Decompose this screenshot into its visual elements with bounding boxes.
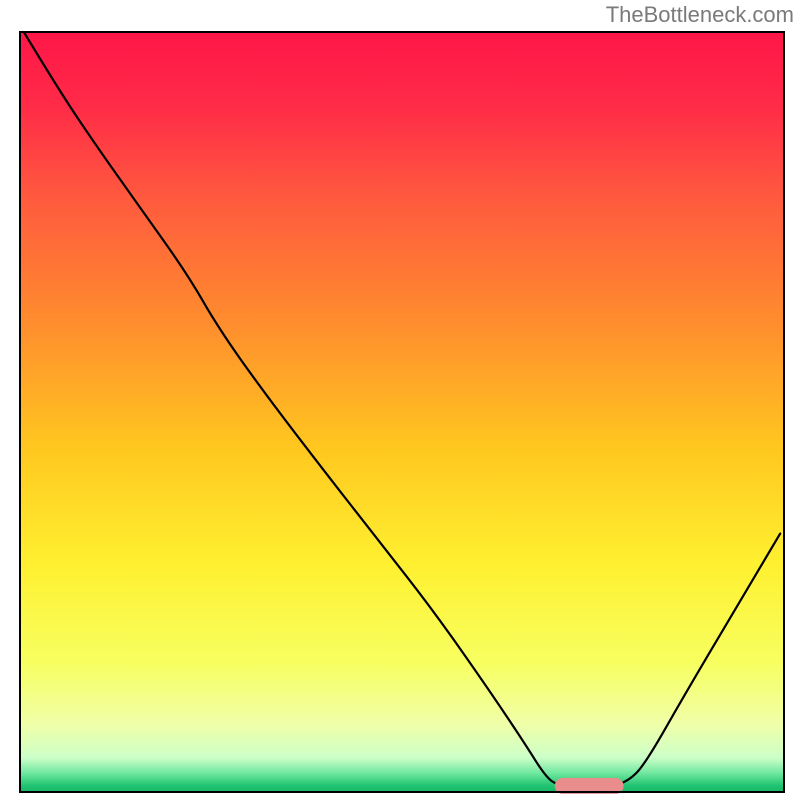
plot-background <box>20 32 784 792</box>
chart-container: TheBottleneck.com <box>0 0 800 800</box>
watermark-text: TheBottleneck.com <box>606 2 794 28</box>
chart-svg <box>0 0 800 800</box>
